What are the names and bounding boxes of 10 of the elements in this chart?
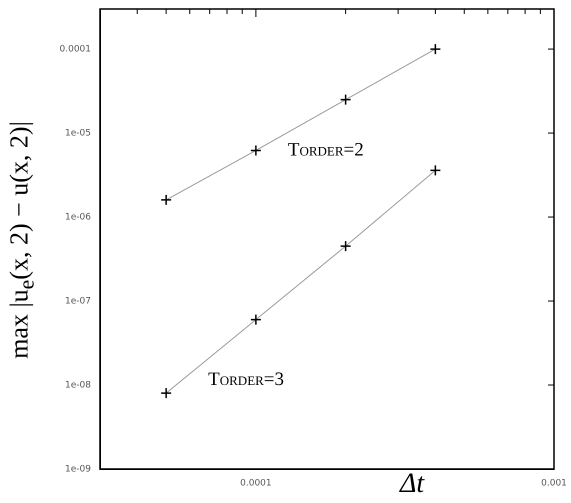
y-tick-label: 1e-09	[65, 464, 92, 474]
y-tick-label: 0.0001	[60, 44, 91, 54]
x-axis-title: Δt	[400, 468, 424, 500]
x-tick-label: 0.001	[541, 478, 567, 489]
series-label: Torder=3	[208, 369, 284, 390]
y-tick-label: 1e-07	[65, 296, 91, 306]
series-label: Torder=2	[288, 139, 364, 160]
y-tick-label: 1e-05	[65, 128, 91, 138]
y-tick-label: 1e-06	[65, 212, 92, 222]
y-tick-label: 1e-08	[65, 380, 92, 390]
